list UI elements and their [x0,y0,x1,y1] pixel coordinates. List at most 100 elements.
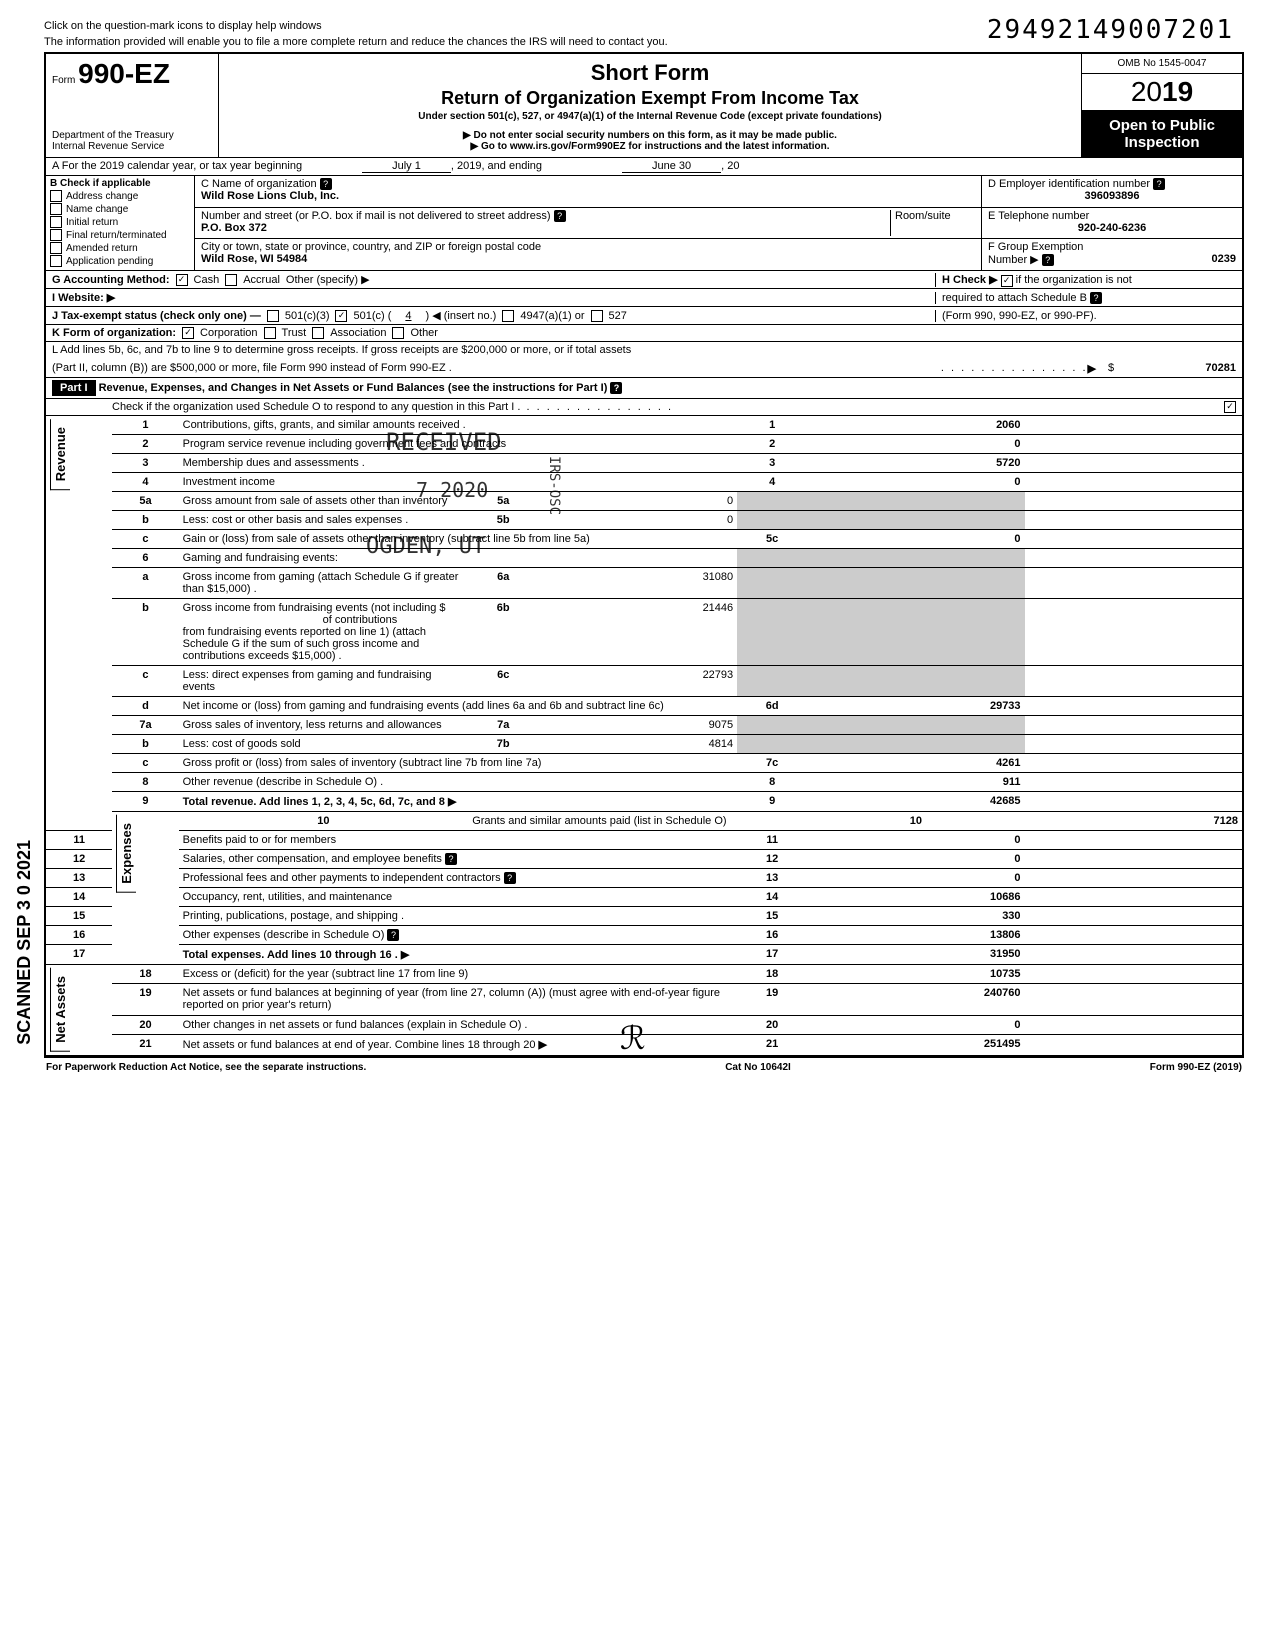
ln19-desc: Net assets or fund balances at beginning… [183,987,720,1011]
help-icon[interactable]: ? [387,929,399,941]
ln13-mnum: 13 [737,869,807,888]
part1-check: Check if the organization used Schedule … [52,401,520,413]
help-icon[interactable]: ? [1042,254,1054,266]
goto: ▶ Go to www.irs.gov/Form990EZ for instru… [223,141,1077,152]
ln6a-sub: 6a [468,568,538,599]
ein: 396093896 [988,190,1236,202]
ln5c-desc: Gain or (loss) from sale of assets other… [183,533,590,545]
row-a-mid: , 2019, and ending [451,160,542,173]
ln2-num: 2 [112,435,178,454]
g-cash: Cash [194,274,220,286]
help-icon[interactable]: ? [320,178,332,190]
ln3-mnum: 3 [737,454,807,473]
chk-501c[interactable]: ✓ [335,310,347,322]
ln15-val: 330 [807,907,1024,926]
ln11-num: 11 [46,831,112,850]
help-icon[interactable]: ? [1153,178,1165,190]
main-title: Return of Organization Exempt From Incom… [223,88,1077,109]
ln14-mnum: 14 [737,888,807,907]
tax-year: 20201919 [1082,74,1242,111]
ln19-val: 240760 [807,984,1024,1016]
help-icon[interactable]: ? [554,210,566,222]
ln3-desc: Membership dues and assessments . [183,457,365,469]
chk-501c3[interactable] [267,310,279,322]
ln13-desc: Professional fees and other payments to … [183,872,501,884]
chk-sched-o[interactable]: ✓ [1224,401,1236,413]
ln10-mnum: 10 [807,812,1024,831]
b-label: B Check if applicable [50,178,190,189]
ln16-num: 16 [46,926,112,945]
ln5c-num: c [112,530,178,549]
ln17-desc: Total expenses. Add lines 10 through 16 … [183,949,398,961]
ln21-val: 251495 [807,1035,1024,1055]
l-arrow: ▶ [1088,362,1096,375]
ln4-val: 0 [807,473,1024,492]
ln7c-val: 4261 [807,754,1024,773]
ln20-desc: Other changes in net assets or fund bala… [183,1019,528,1031]
help-icon[interactable]: ? [504,872,516,884]
ln6a-desc: Gross income from gaming (attach Schedul… [183,571,459,595]
ln8-desc: Other revenue (describe in Schedule O) . [183,776,384,788]
j-cnum: 4 [397,310,419,322]
dept-treasury: Department of the Treasury [52,130,212,141]
l-dollar: $ [1096,362,1126,375]
irs-label: Internal Revenue Service [52,141,212,152]
ln7b-sub: 7b [468,735,538,754]
ln2-mnum: 2 [737,435,807,454]
city-label: City or town, state or province, country… [201,241,541,253]
j-c3: 501(c)(3) [285,310,330,322]
ln11-val: 0 [807,831,1024,850]
g-accrual: Accrual [243,274,280,286]
ln5b-num: b [112,511,178,530]
ln6d-desc: Net income or (loss) from gaming and fun… [183,700,664,712]
omb-number: OMB No 1545-0047 [1082,54,1242,74]
ln2-desc: Program service revenue including govern… [183,438,506,450]
chk-amended[interactable] [50,242,62,254]
ln19-num: 19 [112,984,178,1016]
ln5a-subval: 0 [538,492,737,511]
help-icon[interactable]: ? [610,382,622,394]
footer-center: Cat No 10642I [725,1062,791,1073]
ln12-num: 12 [46,850,112,869]
scanned-stamp: SCANNED SEP 3 0 2021 [14,840,35,1045]
i-label: I Website: ▶ [52,291,115,304]
chk-name[interactable] [50,203,62,215]
chk-corp[interactable]: ✓ [182,327,194,339]
ln18-num: 18 [112,965,178,984]
help-icon[interactable]: ? [1090,292,1102,304]
ln7a-sub: 7a [468,716,538,735]
org-addr: P.O. Box 372 [201,222,267,234]
chk-assoc[interactable] [312,327,324,339]
h-text: if the organization is not [1016,274,1132,286]
f-num-label: Number ▶ [988,254,1039,266]
org-name: Wild Rose Lions Club, Inc. [201,190,339,202]
chk-initial[interactable] [50,216,62,228]
e-label: E Telephone number [988,210,1089,222]
chk-4947[interactable] [502,310,514,322]
ln6d-num: d [112,697,178,716]
row-a-begin: July 1 [362,160,451,173]
k-trust: Trust [282,327,307,339]
chk-final[interactable] [50,229,62,241]
chk-other[interactable] [392,327,404,339]
help-icon[interactable]: ? [445,853,457,865]
chk-h[interactable]: ✓ [1001,275,1013,287]
chk-initial-label: Initial return [66,217,118,228]
ln16-mnum: 16 [737,926,807,945]
chk-address[interactable] [50,190,62,202]
chk-cash[interactable]: ✓ [176,274,188,286]
chk-trust[interactable] [264,327,276,339]
ln12-desc: Salaries, other compensation, and employ… [183,853,442,865]
ln14-val: 10686 [807,888,1024,907]
chk-accrual[interactable] [225,274,237,286]
chk-527[interactable] [591,310,603,322]
ln1-val: 2060 [807,416,1024,435]
ln5b-sub: 5b [468,511,538,530]
chk-amended-label: Amended return [66,243,138,254]
ln20-mnum: 20 [737,1015,807,1034]
form-number: 990-EZ [78,58,170,89]
ln5c-mnum: 5c [737,530,807,549]
ln5a-num: 5a [112,492,178,511]
chk-pending[interactable] [50,255,62,267]
ln11-mnum: 11 [737,831,807,850]
